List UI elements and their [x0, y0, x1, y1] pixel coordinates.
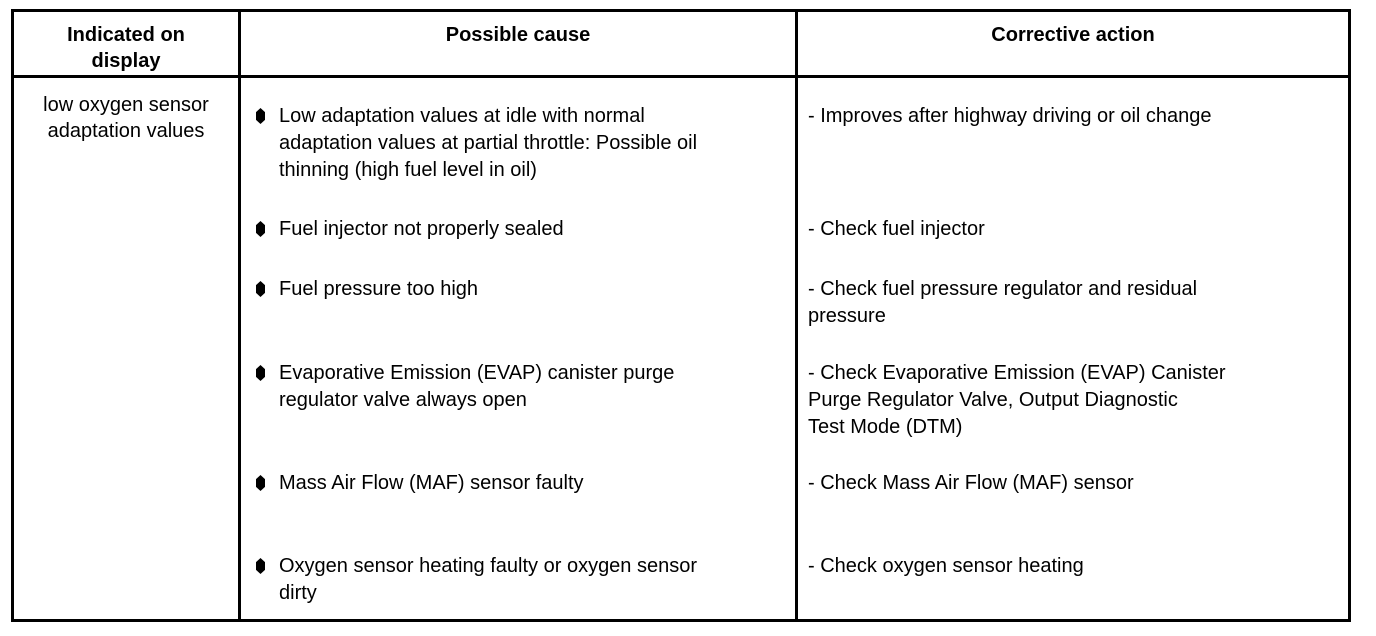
diamond-bullet-icon: [256, 558, 265, 574]
diamond-bullet-icon: [256, 475, 265, 491]
cause-item-1-text: Low adaptation values at idle with norma…: [279, 105, 698, 181]
cause-item-2: Fuel injector not properly sealed: [241, 216, 798, 276]
action-item-5: - Check Mass Air Flow (MAF) sensor: [808, 472, 1134, 494]
cause-item-3: Fuel pressure too high: [241, 276, 798, 360]
cause-item-2-text: Fuel injector not properly sealed: [279, 218, 564, 240]
cause-item-5: Mass Air Flow (MAF) sensor faulty: [241, 470, 798, 553]
indicated-on-display-value: low oxygen sensor adaptation values: [14, 78, 241, 619]
cause-item-1: Low adaptation values at idle with norma…: [241, 78, 798, 216]
diamond-bullet-icon: [256, 108, 265, 124]
action-item-6: - Check oxygen sensor heating: [808, 555, 1084, 577]
cause-item-4: Evaporative Emission (EVAP) canister pur…: [241, 360, 798, 470]
action-item-2: - Check fuel injector: [808, 218, 985, 240]
cause-item-5-text: Mass Air Flow (MAF) sensor faulty: [279, 472, 584, 494]
action-item-1: - Improves after highway driving or oil …: [808, 105, 1212, 127]
cause-item-6-text: Oxygen sensor heating faulty or oxygen s…: [279, 555, 698, 604]
diamond-bullet-icon: [256, 365, 265, 381]
cause-item-3-text: Fuel pressure too high: [279, 278, 479, 300]
header-corrective-action: Corrective action: [798, 12, 1348, 78]
cause-item-6: Oxygen sensor heating faulty or oxygen s…: [241, 553, 798, 619]
action-item-4: - Check Evaporative Emission (EVAP) Cani…: [808, 362, 1226, 438]
header-indicated-on-display: Indicated on display: [14, 12, 241, 78]
diamond-bullet-icon: [256, 221, 265, 237]
action-item-3: - Check fuel pressure regulator and resi…: [808, 278, 1198, 327]
cause-item-4-text: Evaporative Emission (EVAP) canister pur…: [279, 362, 675, 411]
diamond-bullet-icon: [256, 281, 265, 297]
header-possible-cause: Possible cause: [241, 12, 798, 78]
troubleshooting-table: Indicated on display Possible cause Corr…: [11, 9, 1351, 622]
